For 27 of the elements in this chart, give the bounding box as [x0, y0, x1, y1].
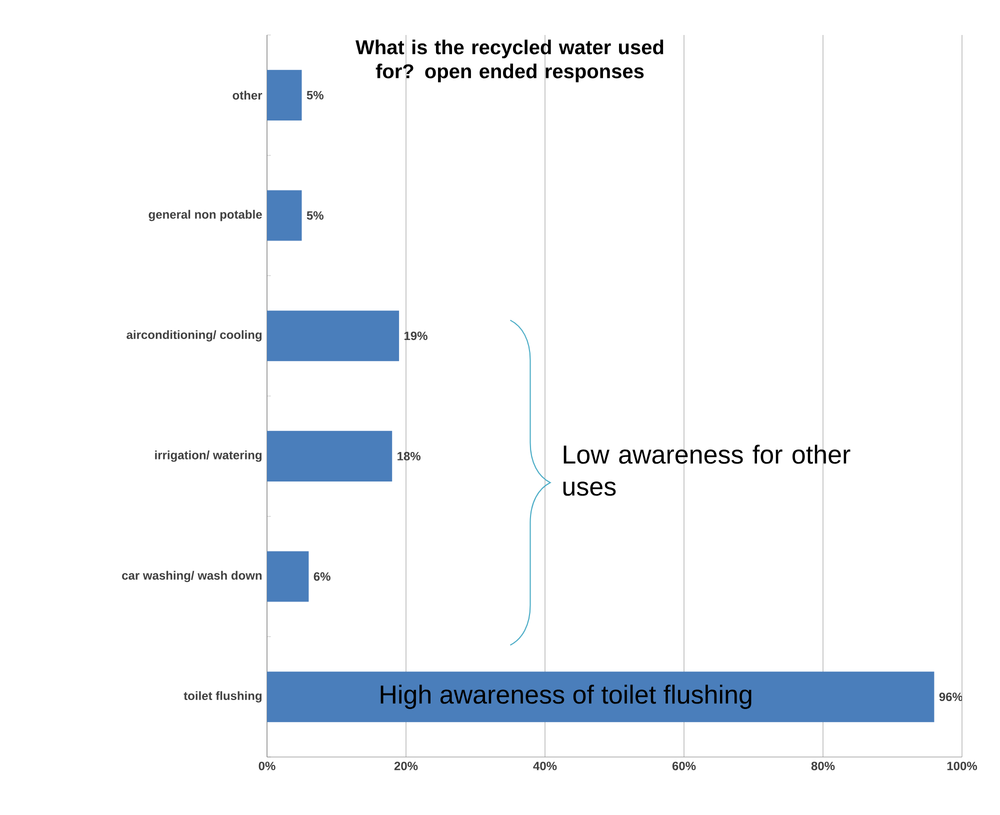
y-tick-label: car washing/ wash down: [122, 570, 262, 582]
y-tick-label: irrigation/ watering: [155, 450, 262, 462]
annotation: High awareness of toilet flushing: [380, 684, 752, 709]
bar: [267, 430, 392, 482]
bar: [267, 672, 934, 722]
bar: [267, 310, 400, 362]
x-tick-label: 40%: [533, 762, 557, 770]
data-label: 18%: [398, 452, 421, 460]
annotation: Low awareness for other uses: [563, 444, 850, 496]
data-label: 5%: [306, 90, 324, 100]
y-tick-label: airconditioning/ cooling: [126, 330, 262, 342]
x-tick-label: 100%: [947, 762, 978, 770]
x-tick-label: 80%: [811, 762, 835, 770]
bar: [267, 70, 302, 120]
bar: [267, 551, 309, 602]
data-label: 19%: [404, 332, 428, 340]
y-tick-label: other: [232, 90, 262, 100]
data-label: 96%: [939, 692, 963, 702]
x-tick-label: 20%: [394, 762, 418, 770]
y-tick-label: general non potable: [148, 210, 262, 222]
x-tick-label: 60%: [672, 762, 696, 770]
data-label: 5%: [306, 211, 324, 220]
text: What is the recycled water used for? open ended responses: [356, 40, 664, 82]
y-tick-label: toilet flushing: [184, 691, 262, 702]
data-label: 6%: [314, 572, 330, 581]
bar: [267, 190, 302, 241]
x-tick-label: 0%: [258, 762, 276, 770]
